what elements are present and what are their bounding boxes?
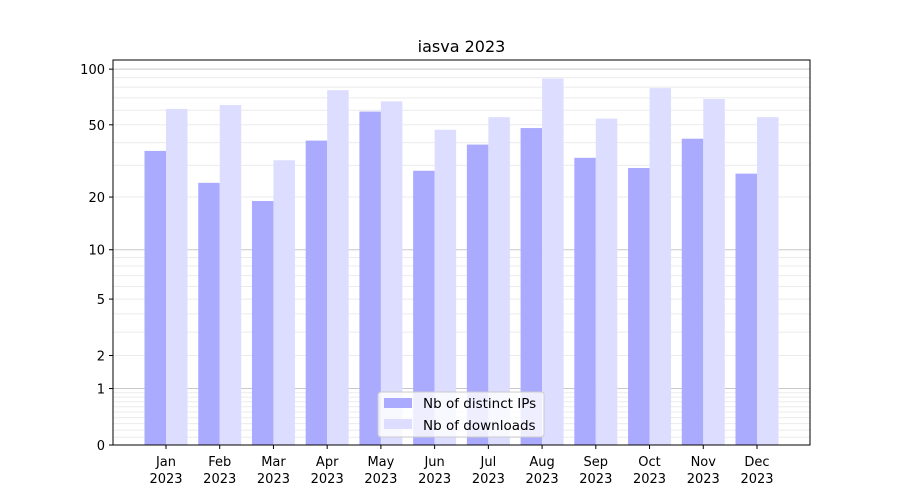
bar-downloads (273, 160, 295, 445)
y-tick-label: 100 (80, 63, 105, 78)
x-tick-label-year: 2023 (740, 472, 773, 487)
axes-frame (112, 59, 811, 446)
x-tick-label-month: Jun (423, 455, 444, 470)
bar-ips (413, 170, 435, 445)
bar-ips (628, 168, 650, 446)
x-tick-label-month: Feb (208, 455, 231, 470)
bar-ips (574, 157, 596, 445)
y-tick-label: 20 (88, 191, 105, 206)
bar-downloads (488, 117, 510, 446)
bar-downloads (327, 90, 349, 445)
bar-downloads (166, 108, 188, 446)
bar-ips (251, 201, 274, 445)
bar-downloads (757, 117, 779, 446)
x-tick-label-month: Aug (529, 455, 554, 470)
x-tick-label-month: Jan (155, 455, 176, 470)
bar-downloads (434, 129, 457, 445)
chart-title: iasva 2023 (418, 37, 506, 56)
bar-ips (466, 144, 489, 445)
bar-ips (520, 128, 543, 445)
legend-label-downloads: Nb of downloads (423, 418, 536, 434)
bar-ips (305, 140, 328, 445)
legend-box (377, 391, 545, 438)
y-tick-label: 5 (97, 293, 105, 308)
x-tick-label-month: Dec (744, 455, 769, 470)
legend-swatch-downloads (384, 419, 412, 429)
y-tick-label: 1 (97, 383, 105, 398)
y-tick-label: 0 (97, 439, 105, 454)
bar-ips (198, 182, 220, 446)
x-tick-label-month: Sep (584, 455, 609, 470)
bars (144, 78, 779, 446)
bar-ips (144, 150, 166, 446)
legend-label-ips: Nb of distinct IPs (423, 396, 536, 412)
x-tick-label-year: 2023 (472, 472, 505, 487)
bar-ips (359, 111, 381, 446)
legend: Nb of distinct IPs Nb of downloads (377, 391, 545, 438)
bar-downloads (703, 99, 725, 446)
x-tick-label-year: 2023 (257, 472, 290, 487)
bar-downloads (380, 101, 403, 445)
x-tick-label-year: 2023 (418, 472, 451, 487)
x-tick-label-year: 2023 (149, 472, 182, 487)
x-tick-label-month: Nov (691, 455, 717, 470)
x-axis: Jan 2023 Feb 2023 Mar 2023 Apr 2023 May 2023 Jun 20… (149, 445, 774, 487)
x-tick-label-year: 2023 (364, 472, 397, 487)
x-tick-label-year: 2023 (633, 472, 666, 487)
x-tick-label-year: 2023 (311, 472, 344, 487)
x-tick-label-month: Oct (638, 455, 660, 470)
x-tick-label-year: 2023 (579, 472, 612, 487)
bar-downloads (595, 118, 618, 445)
x-tick-label-year: 2023 (526, 472, 559, 487)
x-tick-label-month: May (367, 455, 394, 470)
bar-downloads (219, 105, 242, 445)
x-tick-label-month: Jul (480, 455, 497, 470)
y-tick-label: 10 (88, 244, 105, 259)
bar-ips (681, 138, 704, 445)
bar-downloads (649, 88, 672, 445)
x-tick-label-year: 2023 (687, 472, 720, 487)
y-axis: 0 1 2 5 10 20 50 100 (80, 63, 113, 454)
y-tick-label: 2 (97, 350, 105, 365)
bar-ips (735, 173, 757, 445)
y-tick-label: 50 (88, 119, 105, 134)
bar-downloads (542, 78, 564, 446)
x-tick-label-year: 2023 (203, 472, 236, 487)
x-tick-label-month: Mar (261, 455, 286, 470)
x-tick-label-month: Apr (316, 455, 339, 470)
legend-swatch-ips (384, 398, 412, 408)
